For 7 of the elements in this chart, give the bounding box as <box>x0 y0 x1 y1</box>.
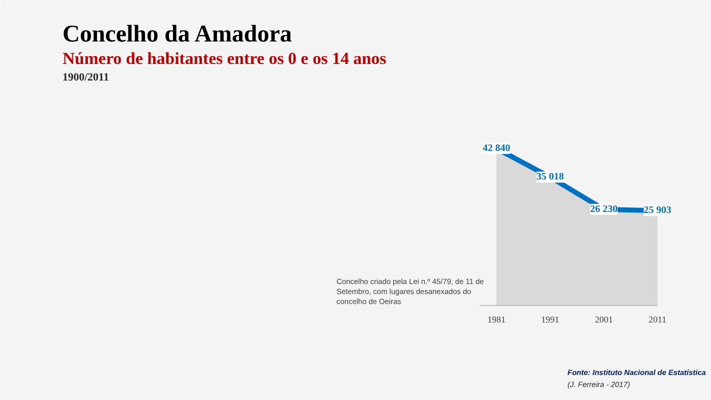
text: Concelho da Amadora <box>62 22 292 48</box>
text: Número de habitantes entre os 0 e os 14 anos <box>62 49 387 68</box>
text: 1900/2011 <box>62 72 109 84</box>
x-tick-label: 2011 <box>648 314 666 324</box>
x-tick-label: 1991 <box>541 314 560 324</box>
x-tick-label: 1981 <box>488 314 506 324</box>
x-tick-label: 2001 <box>594 314 613 324</box>
